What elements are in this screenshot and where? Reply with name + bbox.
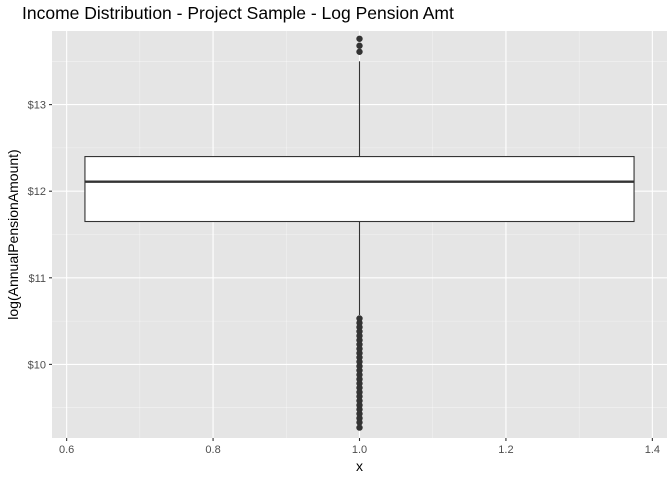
outlier-point bbox=[356, 424, 363, 431]
outlier-point bbox=[356, 48, 363, 55]
x-axis-title: x bbox=[356, 458, 363, 474]
outlier-point bbox=[356, 42, 363, 49]
outlier-point bbox=[356, 35, 363, 42]
x-tick-label: 1.0 bbox=[352, 444, 367, 456]
x-tick-label: 0.6 bbox=[59, 444, 74, 456]
y-tick-label: $10 bbox=[28, 359, 46, 371]
x-tick-label: 1.2 bbox=[498, 444, 513, 456]
x-tick-label: 1.4 bbox=[645, 444, 660, 456]
y-tick-label: $13 bbox=[28, 100, 46, 112]
y-tick-label: $11 bbox=[28, 273, 46, 285]
chart-title: Income Distribution - Project Sample - L… bbox=[22, 3, 454, 23]
outlier-point bbox=[356, 419, 363, 426]
x-tick-label: 0.8 bbox=[205, 444, 220, 456]
y-tick-label: $12 bbox=[28, 186, 46, 198]
y-axis-title: log(AnnualPensionAmount) bbox=[5, 149, 21, 319]
iqr-box bbox=[84, 156, 635, 223]
